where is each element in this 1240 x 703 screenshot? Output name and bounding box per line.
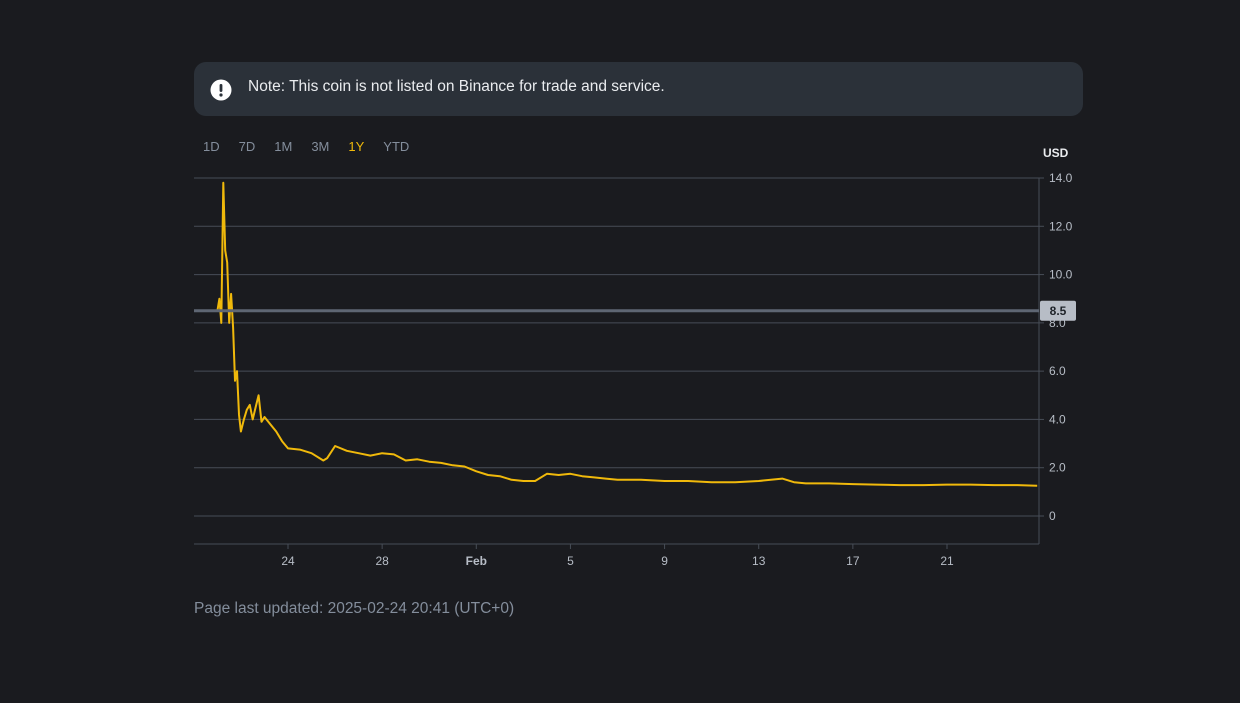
y-unit-label: USD <box>1043 146 1069 160</box>
x-tick-label: 9 <box>661 554 668 568</box>
x-tick-label: 17 <box>846 554 860 568</box>
y-tick-label: 0 <box>1049 509 1056 523</box>
x-tick-label: Feb <box>466 554 487 568</box>
current-price-label: 8.5 <box>1050 304 1067 318</box>
exclamation-circle-icon <box>210 79 232 101</box>
current-price-layer: 8.5 <box>194 300 1076 321</box>
tab-3m[interactable]: 3M <box>311 139 330 154</box>
y-tick-label: 2.0 <box>1049 461 1066 475</box>
tab-1y[interactable]: 1Y <box>348 139 365 154</box>
y-tick-label: 12.0 <box>1049 219 1073 233</box>
x-tick-label: 28 <box>375 554 389 568</box>
x-tick-label: 21 <box>940 554 954 568</box>
y-tick-label: 4.0 <box>1049 412 1066 426</box>
time-range-tabs: 1D 7D 1M 3M 1Y YTD <box>203 138 428 156</box>
price-series-line <box>216 181 1038 487</box>
y-tick-label: 6.0 <box>1049 364 1066 378</box>
tab-1d[interactable]: 1D <box>203 139 220 154</box>
series-layer <box>216 181 1038 487</box>
page-last-updated: Page last updated: 2025-02-24 20:41 (UTC… <box>194 600 515 617</box>
x-tick-label: 13 <box>752 554 766 568</box>
tab-7d[interactable]: 7D <box>238 139 256 154</box>
x-tick-label: 5 <box>567 554 574 568</box>
grid-lines <box>194 177 1039 517</box>
delisting-notice: Note: This coin is not listed on Binance… <box>194 62 1083 116</box>
tab-ytd[interactable]: YTD <box>383 139 410 154</box>
current-price-badge <box>1040 300 1076 321</box>
y-tick-label: 14.0 <box>1049 171 1073 185</box>
y-tick-label: 10.0 <box>1049 268 1073 282</box>
tab-1m[interactable]: 1M <box>274 139 293 154</box>
x-tick-label: 24 <box>281 554 295 568</box>
notice-text: Note: This coin is not listed on Binance… <box>248 78 665 95</box>
